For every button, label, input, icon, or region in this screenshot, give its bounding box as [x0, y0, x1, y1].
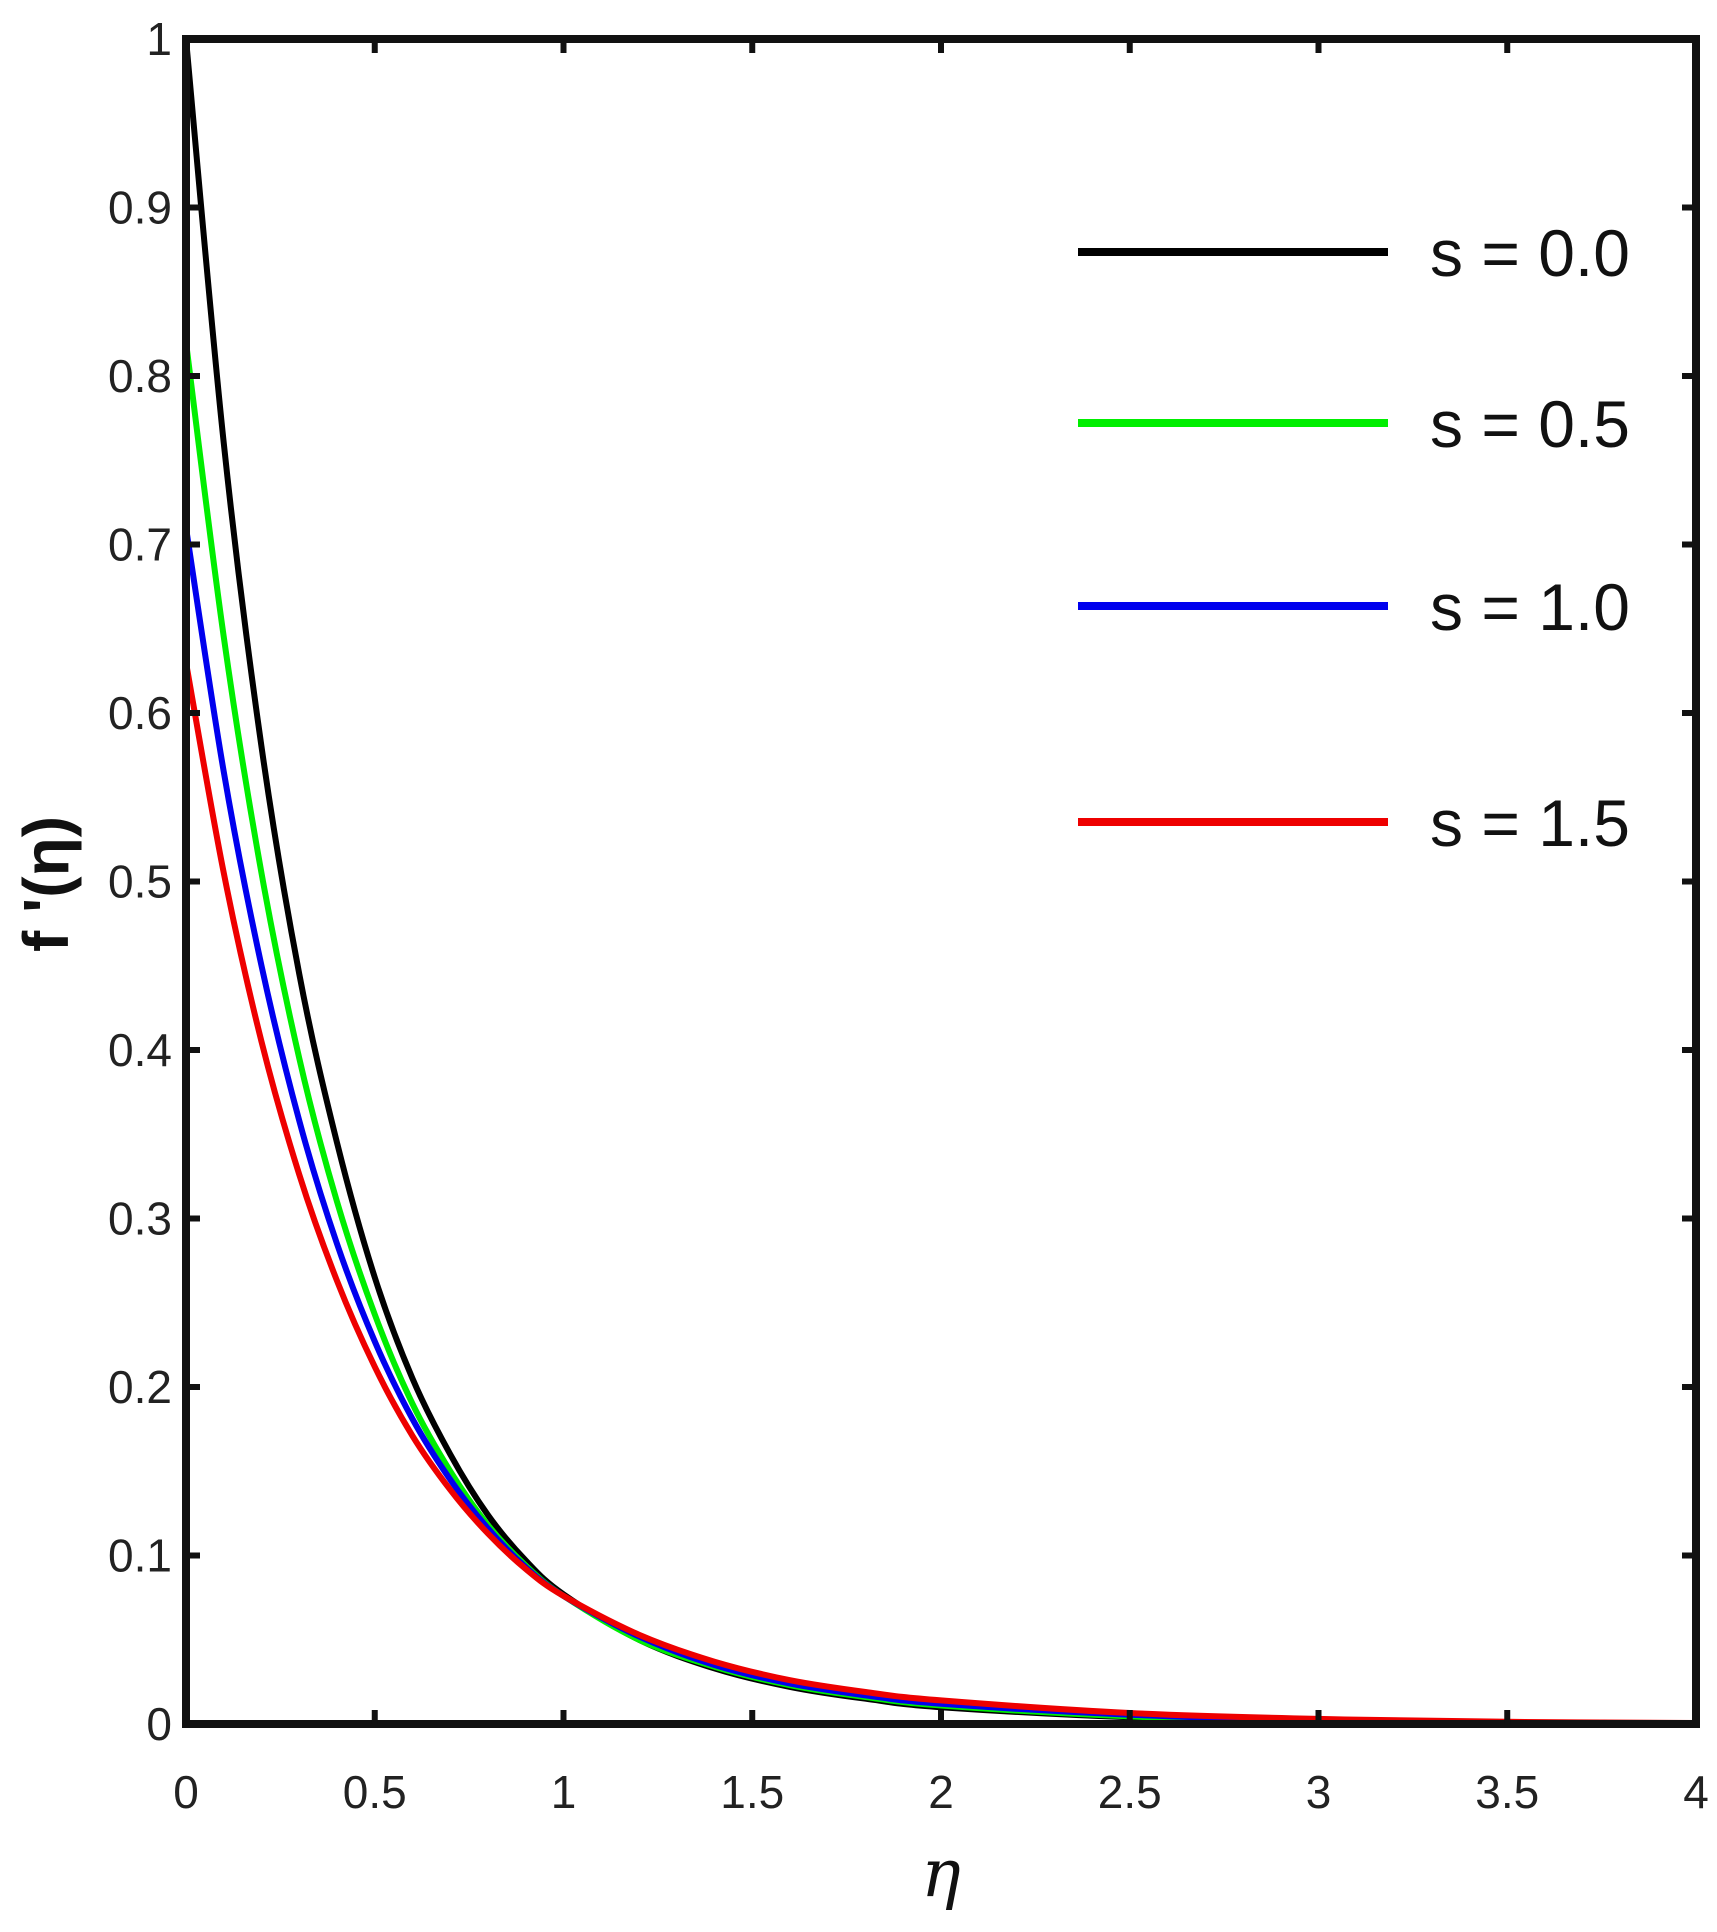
x-tick-label-2: 1 — [551, 1766, 577, 1818]
ticks-group — [183, 36, 1699, 1727]
x-tick-label-7: 3.5 — [1475, 1766, 1539, 1818]
y-tick-label-10: 1 — [146, 13, 172, 65]
y-tick-label-3: 0.3 — [108, 1193, 172, 1245]
series-line-2 — [183, 524, 1699, 1727]
series-line-1 — [183, 339, 1699, 1727]
legend-label-1: s = 0.5 — [1430, 387, 1630, 461]
tick-labels-group: 0 0.5 1 1.5 2 2.5 3 3.5 4 0 0.1 0.2 0.3 0.4 0.5 0.6 0.7 0… — [108, 13, 1709, 1818]
y-tick-label-2: 0.2 — [108, 1361, 172, 1413]
y-tick-label-5: 0.5 — [108, 856, 172, 908]
x-tick-label-4: 2 — [928, 1766, 954, 1818]
y-tick-label-6: 0.6 — [108, 687, 172, 739]
x-tick-label-0: 0 — [173, 1766, 199, 1818]
x-tick-label-5: 2.5 — [1098, 1766, 1162, 1818]
y-tick-label-8: 0.8 — [108, 350, 172, 402]
legend: s = 0.0 s = 0.5 s = 1.0 s = 1.5 — [1078, 216, 1630, 860]
curves-group — [183, 36, 1699, 1727]
x-tick-label-6: 3 — [1306, 1766, 1332, 1818]
x-tick-label-3: 1.5 — [720, 1766, 784, 1818]
y-tick-label-7: 0.7 — [108, 519, 172, 571]
x-tick-label-1: 0.5 — [343, 1766, 407, 1818]
y-tick-label-4: 0.4 — [108, 1024, 172, 1076]
legend-label-3: s = 1.5 — [1430, 786, 1630, 860]
x-tick-label-8: 4 — [1683, 1766, 1709, 1818]
y-tick-label-0: 0 — [146, 1698, 172, 1750]
series-line-0 — [183, 36, 1699, 1727]
y-tick-label-9: 0.9 — [108, 182, 172, 234]
y-axis-label: f '(η) — [10, 816, 82, 952]
axes-box — [182, 35, 1700, 1728]
y-tick-label-1: 0.1 — [108, 1530, 172, 1582]
x-axis-label: η — [921, 1835, 961, 1912]
legend-label-2: s = 1.0 — [1430, 570, 1630, 644]
legend-label-0: s = 0.0 — [1430, 216, 1630, 290]
series-line-3 — [183, 659, 1699, 1726]
